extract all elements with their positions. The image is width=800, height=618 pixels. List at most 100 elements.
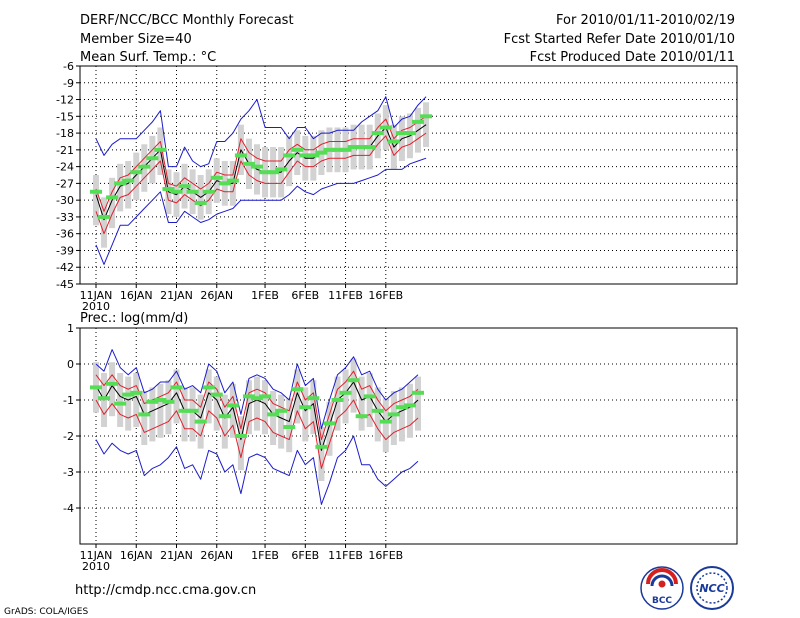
source-url[interactable]: http://cmdp.ncc.cma.gov.cn <box>75 583 256 598</box>
y-tick-label: -42 <box>56 261 74 274</box>
spread-box <box>350 358 357 413</box>
climatology-mark <box>412 390 424 395</box>
climatology-mark <box>395 405 408 410</box>
climatology-mark <box>331 398 344 402</box>
climatology-mark <box>283 425 296 429</box>
climatology-mark <box>355 414 368 419</box>
x-tick-label: 6FEB <box>291 289 319 302</box>
climatology-mark <box>363 394 376 399</box>
y-tick-label: -30 <box>56 194 74 207</box>
spread-box <box>406 383 413 438</box>
spread-box <box>165 380 172 435</box>
plot-frame <box>79 65 738 285</box>
climatology-mark <box>347 145 360 150</box>
climatology-mark <box>234 434 247 438</box>
x-tick-label: 1FEB <box>251 549 279 562</box>
climatology-mark <box>210 392 223 397</box>
climatology-mark <box>331 147 344 152</box>
spread-box <box>262 380 269 435</box>
y-tick-label: -15 <box>56 110 74 123</box>
spread-box <box>205 369 212 424</box>
variable-label: Mean Surf. Temp.: °C <box>80 50 216 65</box>
precipitation-panel: 1 0 -1 -2 -3 -4 11JAN 16JAN 21JAN 26JAN 1FEB 6FEB 11… <box>63 322 738 573</box>
spread-box <box>245 380 252 435</box>
spread-box <box>318 427 325 481</box>
climatology-mark <box>403 131 416 136</box>
max-line <box>95 96 427 168</box>
climatology-mark <box>403 403 416 408</box>
climatology-mark <box>323 421 336 426</box>
climatology-mark <box>275 408 288 413</box>
y-tick-label: -9 <box>63 77 74 90</box>
spread-box <box>374 387 381 442</box>
climatology-mark <box>130 170 143 175</box>
climatology-mark <box>90 189 102 194</box>
climatology-mark <box>170 189 183 194</box>
climatology-mark <box>130 390 143 395</box>
start-date-label: Fcst Started Refer Date 2010/01/10 <box>504 32 735 47</box>
climatology-mark <box>371 131 384 136</box>
spread-box <box>294 369 301 424</box>
x-tick-label: 16JAN <box>120 549 153 562</box>
year-label: 2010 <box>82 560 110 573</box>
climatology-mark <box>218 181 231 186</box>
climatology-mark <box>154 398 167 402</box>
spread-box <box>117 373 124 427</box>
spread-box <box>149 387 156 442</box>
climatology-mark <box>379 125 392 130</box>
x-tick-label: 26JAN <box>200 289 233 302</box>
climatology-mark <box>251 396 263 401</box>
climatology-mark <box>162 186 175 191</box>
climatology-mark <box>299 405 312 410</box>
climatology-mark <box>186 408 199 413</box>
spread-box <box>125 376 132 431</box>
y-tick-label: -33 <box>56 211 74 224</box>
climatology-mark <box>170 385 183 390</box>
spread-box <box>342 369 349 424</box>
spread-box <box>221 394 228 449</box>
spread-box <box>133 152 140 201</box>
x-tick-label: 21JAN <box>160 549 193 562</box>
climatology-mark <box>315 444 328 449</box>
y-tick-label: -24 <box>56 161 74 174</box>
climatology-mark <box>363 145 376 150</box>
y-tick-label: -6 <box>63 60 74 73</box>
spread-box <box>237 416 244 471</box>
y-tick-label: -45 <box>56 278 74 291</box>
climatology-mark <box>194 200 207 205</box>
climatology-mark <box>259 394 272 399</box>
spread-box <box>254 376 260 431</box>
climatology-mark <box>162 399 175 404</box>
climatology-mark <box>387 412 400 417</box>
climatology-mark <box>251 164 263 169</box>
precip-panel-title: Prec.: log(mm/d) <box>80 311 188 326</box>
y-tick-label: 1 <box>67 322 74 335</box>
x-tick-label: 26JAN <box>200 549 233 562</box>
climatology-mark <box>146 156 159 161</box>
spread-box <box>302 387 309 442</box>
spread-box <box>141 391 148 445</box>
x-tick-label: 11JAN <box>80 549 113 562</box>
spread-box <box>213 376 220 431</box>
climatology-mark <box>122 392 135 397</box>
y-tick-label: -36 <box>56 228 74 241</box>
climatology-mark <box>315 150 328 155</box>
climatology-mark <box>307 153 320 158</box>
x-tick-label: 11FEB <box>328 549 363 562</box>
y-tick-label: -2 <box>63 430 74 443</box>
climatology-mark <box>106 195 119 200</box>
spread-box <box>109 177 116 229</box>
climatology-mark <box>210 175 223 180</box>
spread-box <box>117 163 124 212</box>
climatology-mark <box>283 153 296 158</box>
x-tick-label: 1FEB <box>251 289 279 302</box>
climatology-mark <box>379 419 392 424</box>
spread-box <box>366 373 373 427</box>
climatology-mark <box>323 147 336 152</box>
climatology-mark <box>218 414 231 419</box>
climatology-mark <box>347 378 360 383</box>
spread-box <box>189 387 196 442</box>
x-tick-label: 11FEB <box>328 289 363 302</box>
spread-box <box>93 175 99 226</box>
